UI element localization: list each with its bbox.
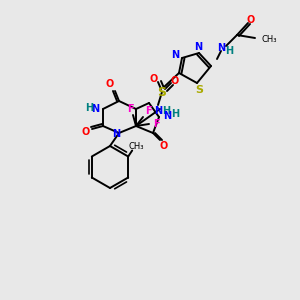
Text: H: H xyxy=(162,106,170,116)
Text: H: H xyxy=(171,109,179,119)
Text: O: O xyxy=(150,74,158,84)
Text: N: N xyxy=(91,104,99,114)
Text: N: N xyxy=(112,129,120,139)
Text: S: S xyxy=(158,85,166,98)
Text: N: N xyxy=(194,42,202,52)
Text: H: H xyxy=(225,46,233,56)
Text: O: O xyxy=(160,141,168,151)
Text: F: F xyxy=(127,104,133,114)
Text: O: O xyxy=(106,79,114,89)
Text: H: H xyxy=(85,103,93,113)
Text: O: O xyxy=(171,76,179,86)
Text: F: F xyxy=(153,119,159,129)
Text: O: O xyxy=(247,15,255,25)
Text: O: O xyxy=(82,127,90,137)
Text: S: S xyxy=(195,85,203,95)
Text: CH₃: CH₃ xyxy=(128,142,144,151)
Text: N: N xyxy=(217,43,225,53)
Text: N: N xyxy=(163,111,171,121)
Text: N: N xyxy=(154,106,162,116)
Text: F: F xyxy=(145,106,151,116)
Text: CH₃: CH₃ xyxy=(262,34,278,43)
Text: N: N xyxy=(171,50,179,60)
